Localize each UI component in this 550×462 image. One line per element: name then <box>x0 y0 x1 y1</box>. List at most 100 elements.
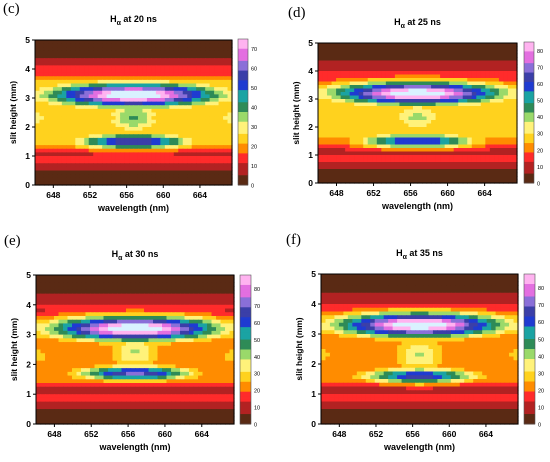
heatmap-cell <box>200 79 206 85</box>
heatmap-cell <box>45 334 51 339</box>
heatmap-cell <box>349 78 355 83</box>
heatmap-cell <box>494 46 500 51</box>
heatmap-cell <box>480 158 486 163</box>
heatmap-cell <box>218 90 224 95</box>
heatmap-cell <box>111 72 117 77</box>
heatmap-cell <box>40 323 46 328</box>
heatmap-cell <box>97 94 103 99</box>
heatmap-cell <box>440 123 446 128</box>
heatmap-cell <box>229 275 235 280</box>
heatmap-cell <box>155 79 161 85</box>
heatmap-cell <box>220 278 226 284</box>
heatmap-cell <box>106 145 112 150</box>
heatmap-cell <box>503 172 509 177</box>
heatmap-cell <box>124 174 130 179</box>
heatmap-cell <box>471 123 477 128</box>
heatmap-cell <box>146 43 153 48</box>
heatmap-cell <box>512 116 518 121</box>
heatmap-cell <box>49 319 55 325</box>
heatmap-cell <box>117 304 123 310</box>
heatmap-cell <box>503 120 509 125</box>
heatmap-cell <box>35 156 41 161</box>
heatmap-cell <box>137 58 144 63</box>
heatmap-cell <box>381 106 387 111</box>
heatmap-cell <box>225 353 231 358</box>
heatmap-cell <box>223 61 229 66</box>
heatmap-cell <box>458 155 464 160</box>
heatmap-cell <box>354 155 360 160</box>
heatmap-cell <box>117 323 123 328</box>
heatmap-cell <box>216 275 222 280</box>
heatmap-cell <box>151 177 157 182</box>
colorbar-tick-label: 10 <box>251 164 257 170</box>
heatmap-cell <box>164 50 170 56</box>
heatmap-cell <box>79 65 85 70</box>
heatmap-cell <box>223 76 229 81</box>
heatmap-cell <box>135 278 141 284</box>
heatmap-cell <box>220 345 226 351</box>
heatmap-cell <box>148 338 154 343</box>
heatmap-cell <box>72 364 78 369</box>
heatmap-cell <box>155 148 161 153</box>
heatmap-cell <box>94 360 100 366</box>
heatmap-cell <box>162 286 168 291</box>
heatmap-cell <box>103 289 109 295</box>
heatmap-cell <box>182 130 188 135</box>
heatmap-cell <box>43 127 50 132</box>
heatmap-cell <box>444 81 450 86</box>
heatmap-cell <box>76 330 82 336</box>
heatmap-cell <box>444 144 450 149</box>
heatmap-cell <box>72 334 78 339</box>
heatmap-cell <box>129 108 135 114</box>
heatmap-cell <box>367 113 373 118</box>
heatmap-cell <box>58 345 64 351</box>
heatmap-cell <box>76 364 82 369</box>
heatmap-cell <box>43 152 50 157</box>
heatmap-cell <box>160 166 166 172</box>
heatmap-cell <box>173 90 179 95</box>
heatmap-cell <box>193 342 199 347</box>
heatmap-cell <box>111 65 117 70</box>
heatmap-cell <box>171 312 177 317</box>
heatmap-cell <box>376 74 382 79</box>
heatmap-cell <box>175 315 181 321</box>
heatmap-cell <box>133 65 139 70</box>
heatmap-cell <box>367 123 373 128</box>
heatmap-cell <box>196 108 202 114</box>
heatmap-cell <box>476 92 482 97</box>
heatmap-cell <box>180 323 186 328</box>
heatmap-cell <box>408 155 414 160</box>
heatmap-cell <box>133 90 139 95</box>
heatmap-cell <box>485 113 491 118</box>
heatmap-cell <box>169 101 175 106</box>
heatmap-cell <box>52 43 58 48</box>
heatmap-cell <box>498 109 505 114</box>
heatmap-cell <box>327 113 333 118</box>
heatmap-cell <box>75 119 81 124</box>
heatmap-cell <box>202 371 208 377</box>
heatmap-cell <box>191 116 197 121</box>
heatmap-cell <box>84 123 90 128</box>
colorbar-tick-label: 60 <box>537 82 543 88</box>
heatmap-cell <box>57 72 63 77</box>
heatmap-cell <box>227 137 233 143</box>
heatmap-cell <box>345 141 351 146</box>
heatmap-cell <box>137 119 144 124</box>
heatmap-cell <box>336 95 342 100</box>
colorbar-swatch <box>524 159 534 163</box>
heatmap-cell <box>81 293 87 298</box>
heatmap-cell <box>390 144 396 149</box>
colorbar-swatch <box>524 121 534 125</box>
heatmap-cell <box>75 170 81 175</box>
heatmap-cell <box>453 95 459 100</box>
heatmap-cell <box>76 368 82 373</box>
heatmap-cell <box>157 308 163 313</box>
heatmap-cell <box>381 169 387 174</box>
heatmap-cell <box>381 155 387 160</box>
heatmap-cell <box>354 92 360 97</box>
heatmap-cell <box>180 282 186 287</box>
heatmap-cell <box>216 342 222 347</box>
heatmap-cell <box>121 356 127 362</box>
colorbar-swatch <box>524 117 534 121</box>
heatmap-cell <box>43 76 50 81</box>
